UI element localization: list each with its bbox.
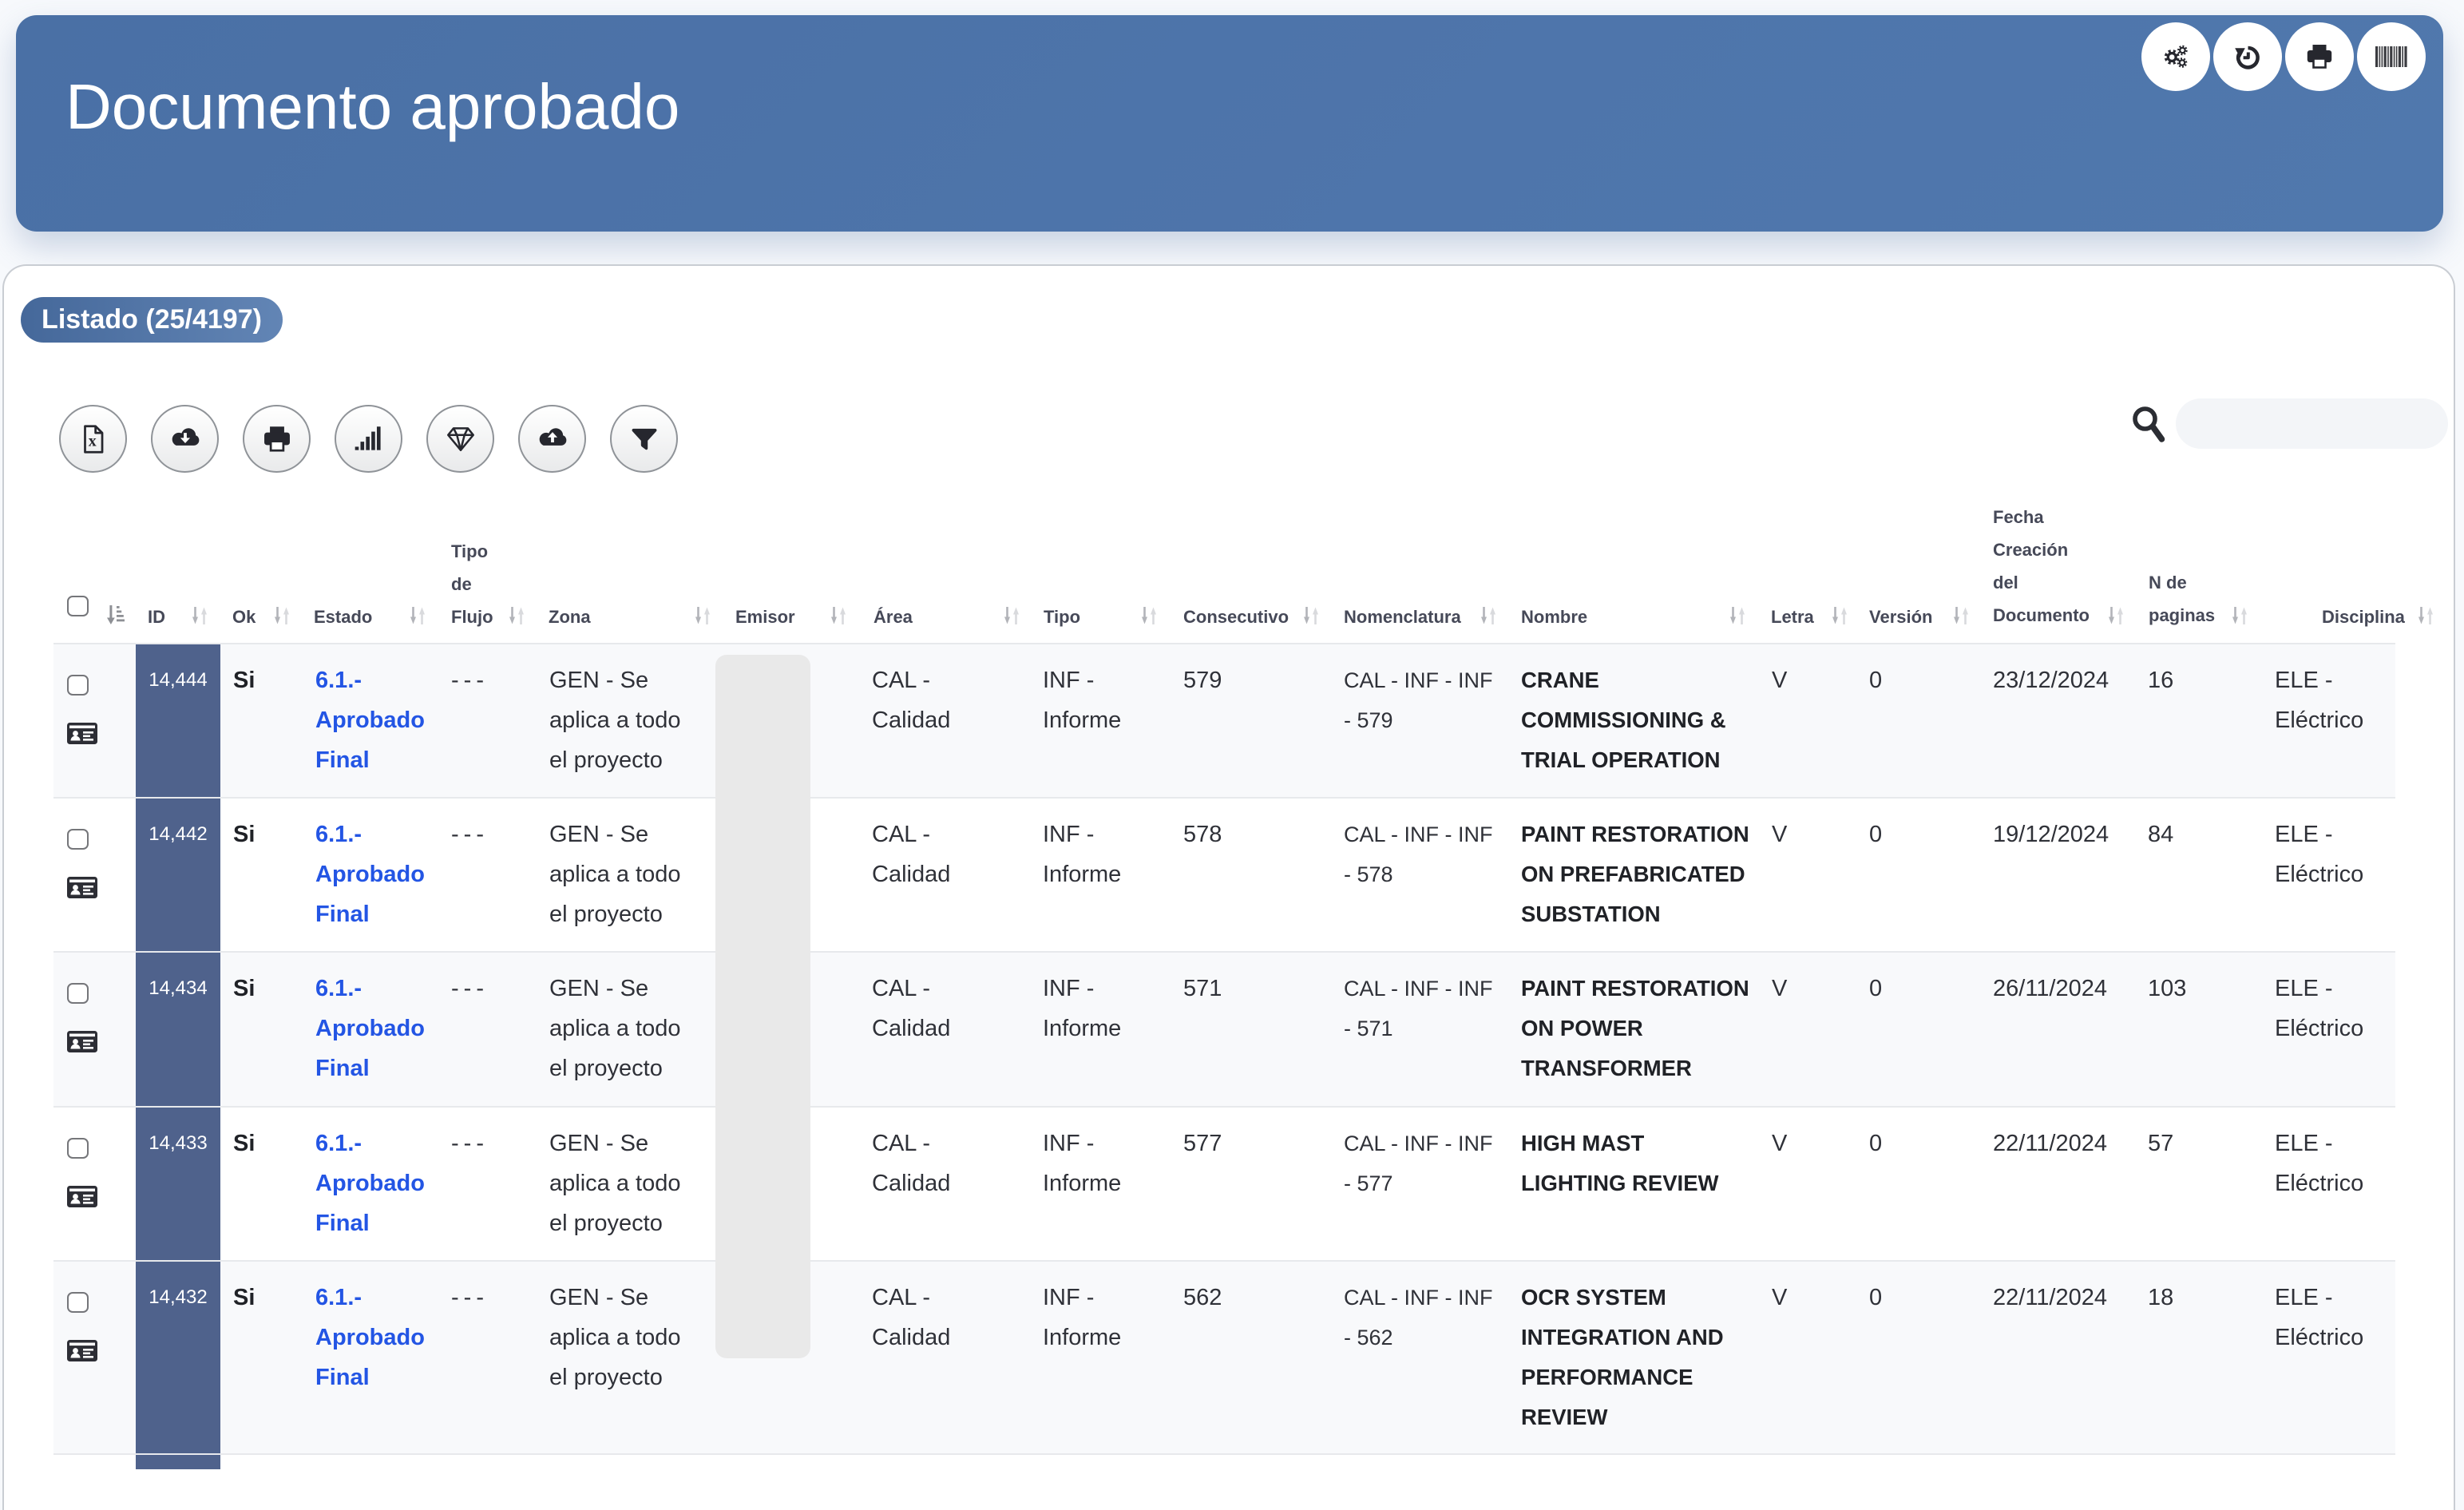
svg-text:x: x (88, 432, 96, 450)
